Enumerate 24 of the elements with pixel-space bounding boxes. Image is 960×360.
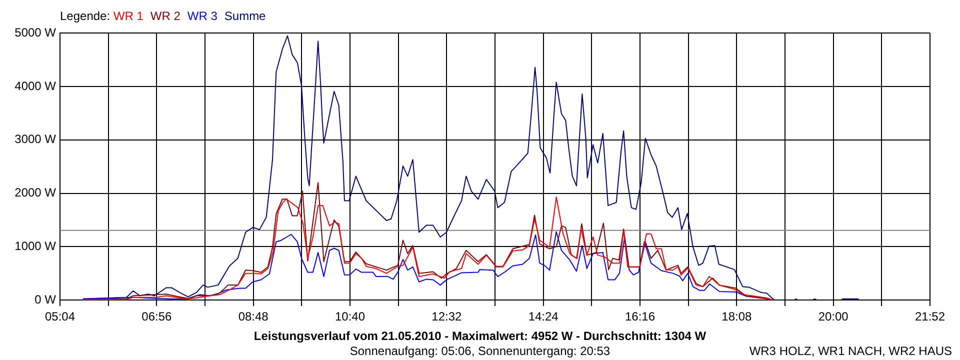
x-tick-label: 12:32 — [432, 310, 462, 324]
text: WR 1 — [113, 9, 144, 23]
text: WR 3 — [187, 9, 218, 23]
x-tick-label: 20:00 — [818, 310, 849, 324]
x-tick-label: 08:48 — [238, 310, 269, 324]
legend-title: Legende: — [60, 9, 112, 23]
y-tick-label: 0 W — [34, 292, 57, 306]
x-tick-label: 06:56 — [142, 310, 172, 324]
text: WR3 HOLZ, WR1 NACH, WR2 HAUS — [749, 344, 952, 358]
x-tick-label: 16:16 — [624, 310, 656, 324]
x-tick-label: 18:08 — [722, 310, 752, 324]
y-tick-label: 2000 W — [14, 186, 57, 200]
text: Leistungsverlauf vom 21.05.2010 - Maximalwert: 4952 W - Durchschnitt: 1304 W — [252, 329, 708, 343]
y-tick-label: 4000 W — [14, 78, 57, 93]
text: WR 2 — [150, 9, 180, 23]
y-tick-label: 1000 W — [14, 238, 57, 253]
text: Summe — [224, 9, 266, 23]
y-tick-label: 3000 W — [14, 132, 57, 146]
y-tick-label: 5000 W — [14, 26, 57, 40]
x-tick-label: 21:52 — [914, 310, 946, 324]
text: Sonnenaufgang: 05:06, Sonnenuntergang: 20:53 — [350, 344, 610, 358]
x-tick-label: 14:24 — [528, 310, 559, 324]
x-tick-label: 05:04 — [44, 310, 76, 324]
x-tick-label: 10:40 — [334, 310, 366, 324]
